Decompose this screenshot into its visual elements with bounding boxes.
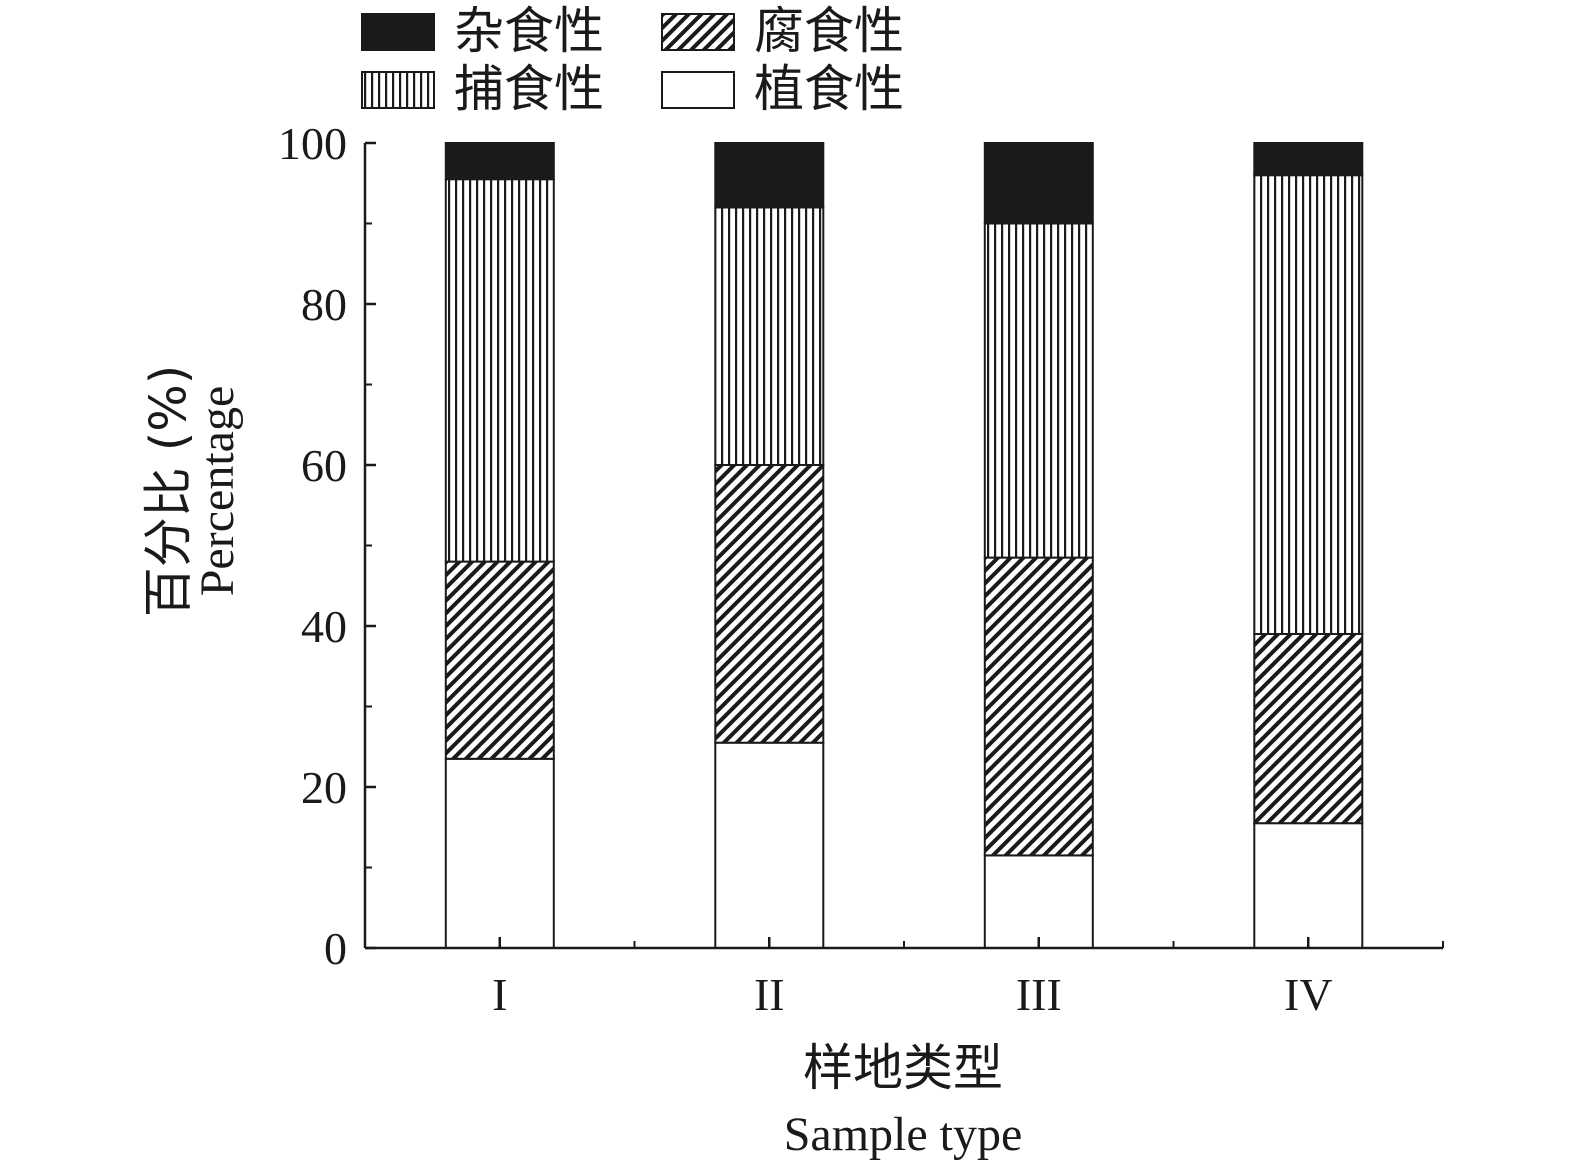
y-tick-label-6: 100 bbox=[278, 118, 347, 169]
x-tick-label-3: III bbox=[1016, 969, 1062, 1020]
x-tick-label-4: IV bbox=[1284, 969, 1333, 1020]
legend-label-4: 植食性 bbox=[754, 60, 904, 118]
bar-segment-3-3 bbox=[983, 222, 1094, 559]
y-tick-label-1: 0 bbox=[324, 923, 347, 974]
bars-group: I II III IV bbox=[444, 142, 1364, 1020]
legend-swatch-1 bbox=[361, 13, 435, 51]
legend-swatch-3 bbox=[361, 71, 435, 109]
bar-segment-1-2 bbox=[444, 560, 555, 760]
bar-segment-1-3 bbox=[444, 178, 555, 563]
axes-group: 0 20 40 60 80 100 bbox=[278, 118, 1444, 974]
legend-label-3: 捕食性 bbox=[454, 60, 604, 118]
x-tick-label-1: I bbox=[492, 969, 507, 1020]
x-axis-title-en: Sample type bbox=[784, 1108, 1023, 1161]
bar-segment-4-2 bbox=[1253, 633, 1364, 825]
y-tick-label-5: 80 bbox=[301, 279, 347, 330]
y-axis-title-en: Percentage bbox=[191, 386, 244, 597]
bar-segment-2-1 bbox=[714, 741, 825, 950]
y-tick-label-4: 60 bbox=[301, 440, 347, 491]
bar-segment-1-4 bbox=[444, 142, 555, 181]
legend-label-1: 杂食性 bbox=[454, 2, 604, 60]
bar-segment-2-2 bbox=[714, 464, 825, 744]
x-axis-title: 样地类型 bbox=[803, 1039, 1003, 1097]
x-tick-label-2: II bbox=[754, 969, 785, 1020]
bar-segment-2-4 bbox=[714, 142, 825, 209]
y-tick-label-3: 40 bbox=[301, 601, 347, 652]
bar-segment-3-4 bbox=[983, 142, 1094, 225]
bar-segment-4-1 bbox=[1253, 822, 1364, 950]
bar-segment-1-1 bbox=[444, 757, 555, 949]
bar-segment-4-3 bbox=[1253, 174, 1364, 635]
bar-segment-3-2 bbox=[983, 556, 1094, 857]
bar-segment-3-1 bbox=[983, 854, 1094, 950]
bar-segment-4-4 bbox=[1253, 142, 1364, 177]
y-tick-label-2: 20 bbox=[301, 762, 347, 813]
legend-label-2: 腐食性 bbox=[754, 2, 904, 60]
y-axis-title: 百分比 (%) bbox=[140, 365, 198, 617]
legend-swatch-4 bbox=[661, 71, 735, 109]
bar-segment-2-3 bbox=[714, 206, 825, 466]
legend-swatch-2 bbox=[661, 13, 735, 51]
